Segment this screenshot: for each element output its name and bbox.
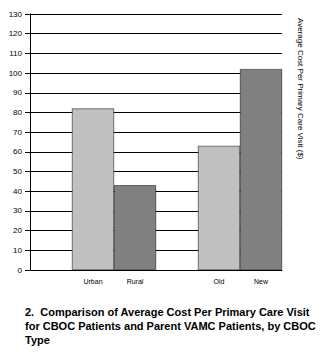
svg-text:for CBOC Patients and Parent V: for CBOC Patients and Parent VAMC Patien… (25, 320, 319, 332)
svg-text:110: 110 (9, 49, 22, 58)
svg-text:100: 100 (9, 69, 23, 78)
svg-text:Average Cost Per Primary Care: Average Cost Per Primary Care Visit ($) (296, 18, 305, 160)
svg-text:20: 20 (13, 226, 22, 235)
svg-text:90: 90 (13, 88, 22, 97)
svg-text:10: 10 (13, 246, 22, 255)
svg-text:80: 80 (13, 108, 22, 117)
svg-text:Urban: Urban (83, 278, 102, 285)
svg-text:50: 50 (13, 167, 22, 176)
svg-text:New: New (254, 278, 269, 285)
svg-text:60: 60 (13, 147, 22, 156)
svg-text:2. Comparison of Average Cost: 2. Comparison of Average Cost Per Primar… (25, 306, 313, 318)
svg-text:30: 30 (13, 206, 22, 215)
svg-text:Old: Old (214, 278, 225, 285)
svg-text:Rural: Rural (127, 278, 144, 285)
svg-text:Type: Type (25, 334, 50, 346)
svg-text:0: 0 (18, 266, 23, 275)
svg-text:40: 40 (13, 187, 22, 196)
svg-text:120: 120 (9, 29, 23, 38)
svg-text:130: 130 (9, 10, 23, 19)
svg-text:70: 70 (13, 128, 22, 137)
